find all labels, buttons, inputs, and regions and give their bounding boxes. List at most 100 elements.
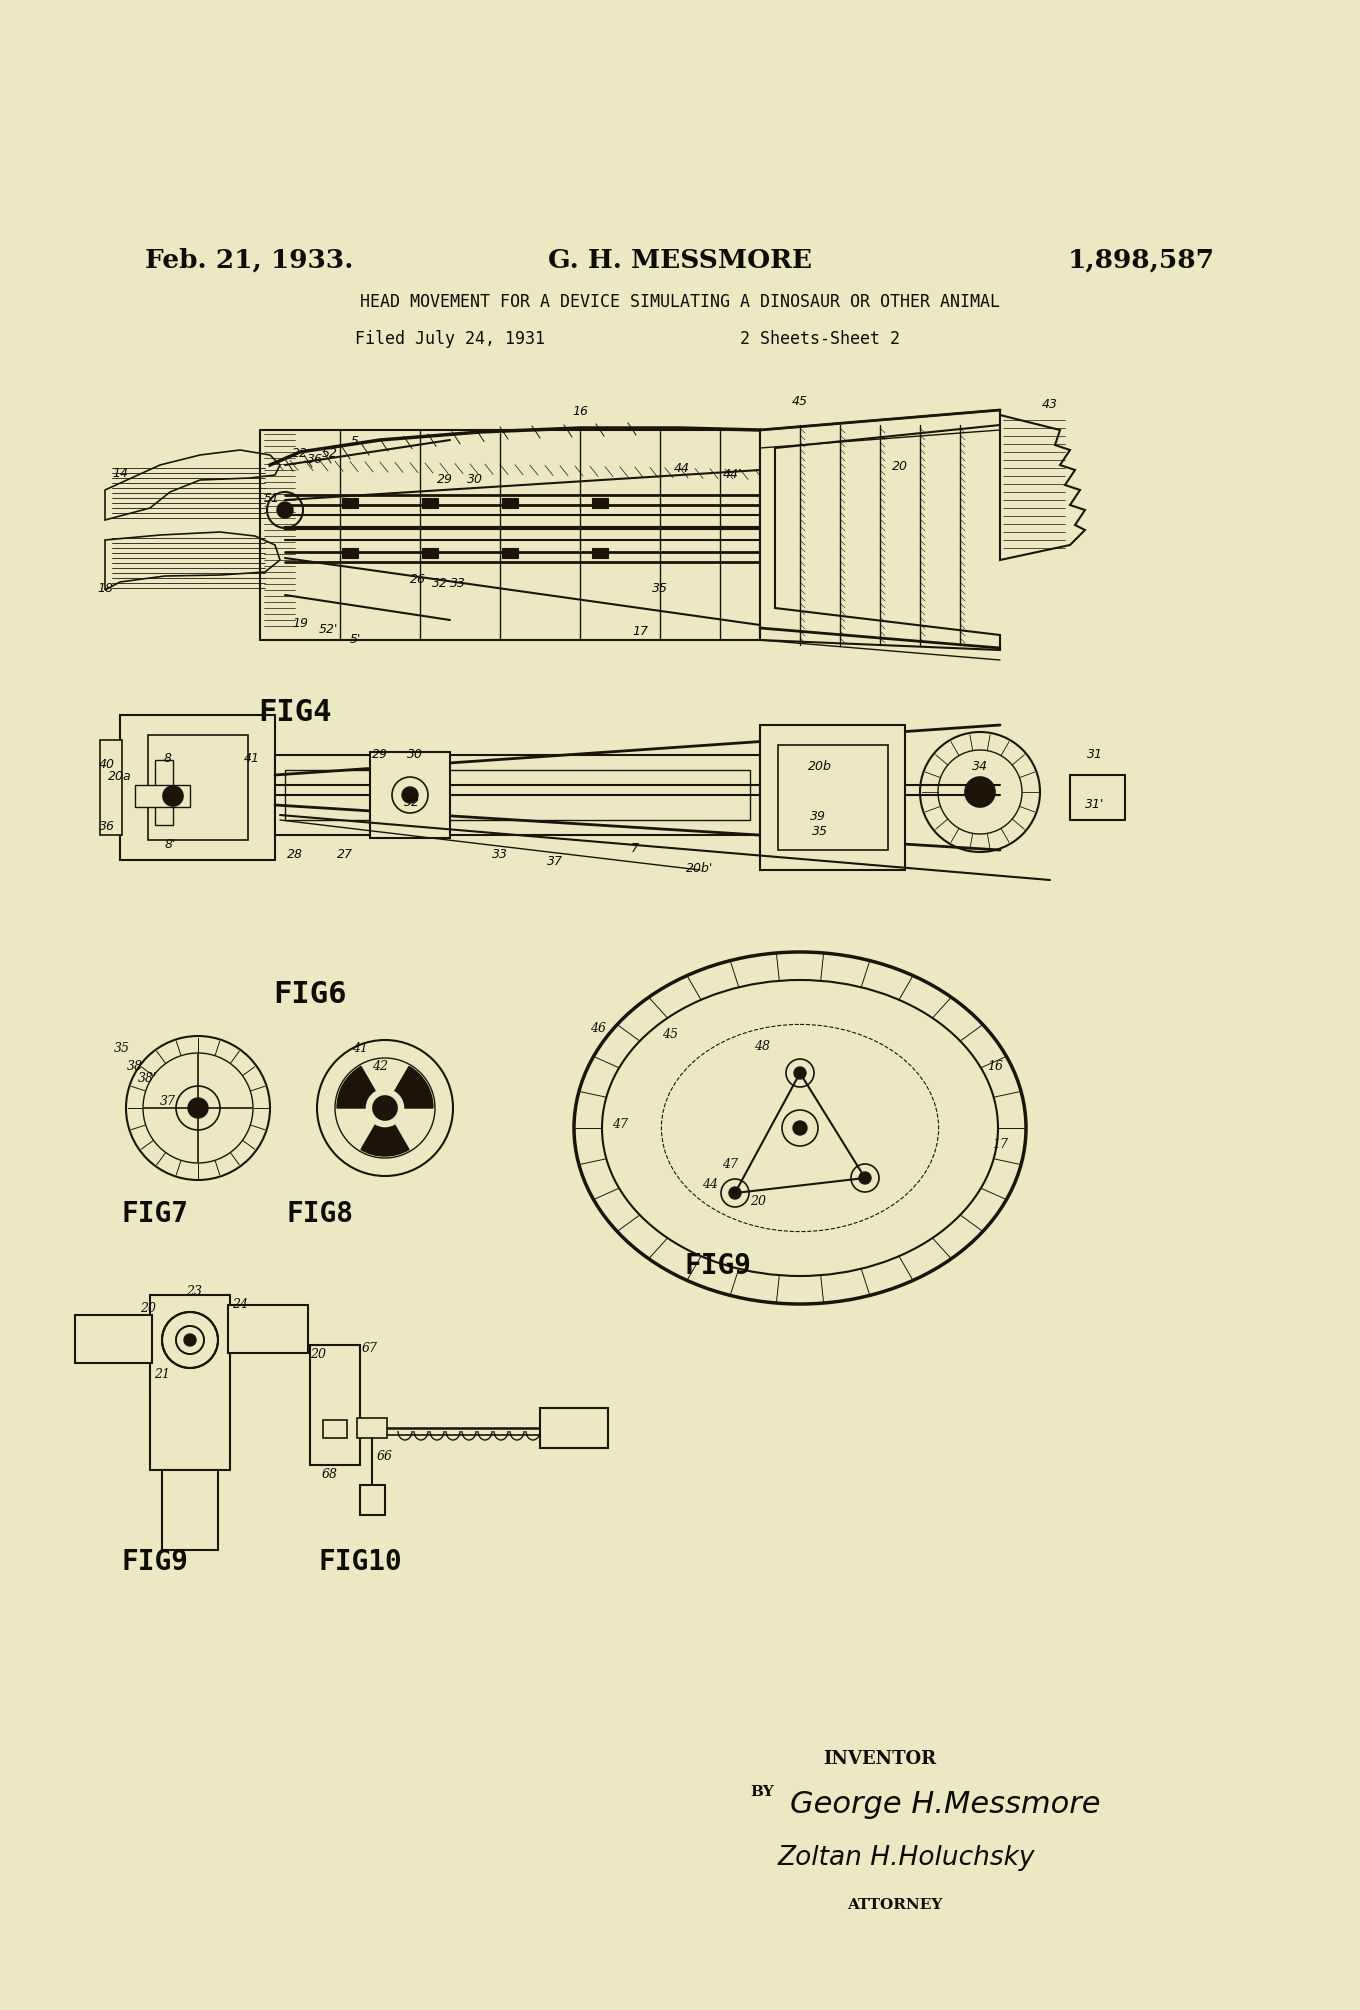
Text: ATTORNEY: ATTORNEY [847,1897,942,1912]
Circle shape [184,1335,196,1347]
Text: 24: 24 [233,1298,248,1311]
Circle shape [403,788,418,804]
Text: FIG9: FIG9 [684,1252,752,1280]
Text: 66: 66 [377,1449,393,1463]
Circle shape [966,778,996,806]
Polygon shape [105,450,280,521]
Wedge shape [394,1067,432,1108]
Text: 35: 35 [812,824,828,838]
Text: 21: 21 [154,1369,170,1381]
Text: 17: 17 [991,1138,1008,1152]
Text: 35: 35 [651,583,668,595]
Text: 23: 23 [186,1284,203,1298]
Text: INVENTOR: INVENTOR [823,1751,937,1769]
Text: G. H. MESSMORE: G. H. MESSMORE [548,247,812,273]
Text: 19: 19 [292,617,307,629]
Text: 1,898,587: 1,898,587 [1068,247,1214,273]
Text: HEAD MOVEMENT FOR A DEVICE SIMULATING A DINOSAUR OR OTHER ANIMAL: HEAD MOVEMENT FOR A DEVICE SIMULATING A … [360,293,1000,312]
Text: 29: 29 [373,748,388,762]
Circle shape [175,1327,204,1355]
Text: 20: 20 [892,460,908,472]
Bar [422,549,438,559]
Bar [228,1304,307,1353]
Bar [1070,776,1125,820]
Bar [778,746,888,850]
Text: 5': 5' [350,633,360,645]
Text: Filed July 24, 1931: Filed July 24, 1931 [355,330,545,348]
Text: 2 Sheets-Sheet 2: 2 Sheets-Sheet 2 [740,330,900,348]
Bar [135,786,190,806]
Text: FIG9: FIG9 [121,1548,189,1576]
Text: FIG6: FIG6 [273,981,347,1009]
Bar [592,498,608,509]
Text: 48: 48 [753,1039,770,1053]
Text: 51: 51 [264,492,280,505]
Text: Feb. 21, 1933.: Feb. 21, 1933. [146,247,354,273]
Text: 20: 20 [140,1302,156,1315]
Bar [341,498,358,509]
Text: FIG7: FIG7 [121,1200,189,1228]
Bar [324,1419,347,1437]
Circle shape [277,502,292,519]
Bar [162,1469,218,1550]
Text: 38: 38 [126,1059,143,1073]
Bar [75,1315,152,1363]
Text: FIG10: FIG10 [318,1548,401,1576]
Text: 33: 33 [450,577,466,591]
Polygon shape [105,533,280,591]
Circle shape [162,1313,218,1369]
Text: 22: 22 [292,446,307,460]
Bar [422,498,438,509]
Text: FIG8: FIG8 [287,1200,354,1228]
Wedge shape [337,1067,375,1108]
Text: 20: 20 [310,1349,326,1361]
Text: 36: 36 [99,820,116,832]
Text: 30: 30 [407,748,423,762]
Bar [341,549,358,559]
Text: 14: 14 [112,466,128,480]
Text: 20b: 20b [808,760,832,774]
Text: 16: 16 [987,1059,1004,1073]
Polygon shape [1000,414,1085,561]
Circle shape [188,1097,208,1118]
Text: 30: 30 [466,472,483,486]
Text: 20a: 20a [109,770,132,784]
Text: 42: 42 [373,1059,388,1073]
Text: 52: 52 [322,446,339,460]
Text: 28: 28 [287,848,303,860]
Text: 20b': 20b' [687,862,714,874]
Text: 39: 39 [811,810,826,822]
Bar [356,1417,388,1437]
Text: 36: 36 [307,452,324,466]
Text: 52': 52' [318,623,337,635]
Text: 41: 41 [352,1041,369,1055]
Text: 8: 8 [165,752,171,766]
Text: 45: 45 [792,396,808,408]
Text: 46: 46 [590,1021,607,1035]
Text: 16: 16 [573,404,588,418]
Text: 44': 44' [722,468,741,480]
Text: 34: 34 [972,760,987,774]
Bar [502,498,518,509]
Text: 32: 32 [432,577,447,591]
Text: George H.Messmore: George H.Messmore [790,1791,1100,1819]
Text: 68: 68 [322,1467,339,1481]
Bar [286,770,749,820]
Circle shape [373,1095,397,1120]
Circle shape [860,1172,870,1184]
Bar [760,726,904,870]
Text: 27: 27 [337,848,354,860]
Text: BY: BY [749,1785,774,1799]
Text: 26: 26 [409,573,426,587]
Text: 44: 44 [702,1178,718,1192]
Text: 32: 32 [404,796,420,808]
Polygon shape [760,410,1000,649]
Bar [120,716,275,860]
Text: 47: 47 [612,1118,628,1132]
Bar [540,1407,608,1447]
Bar [370,752,450,838]
Text: 45: 45 [662,1027,679,1041]
Text: 31: 31 [1087,748,1103,762]
Bar [148,736,248,840]
Bar [592,549,608,559]
